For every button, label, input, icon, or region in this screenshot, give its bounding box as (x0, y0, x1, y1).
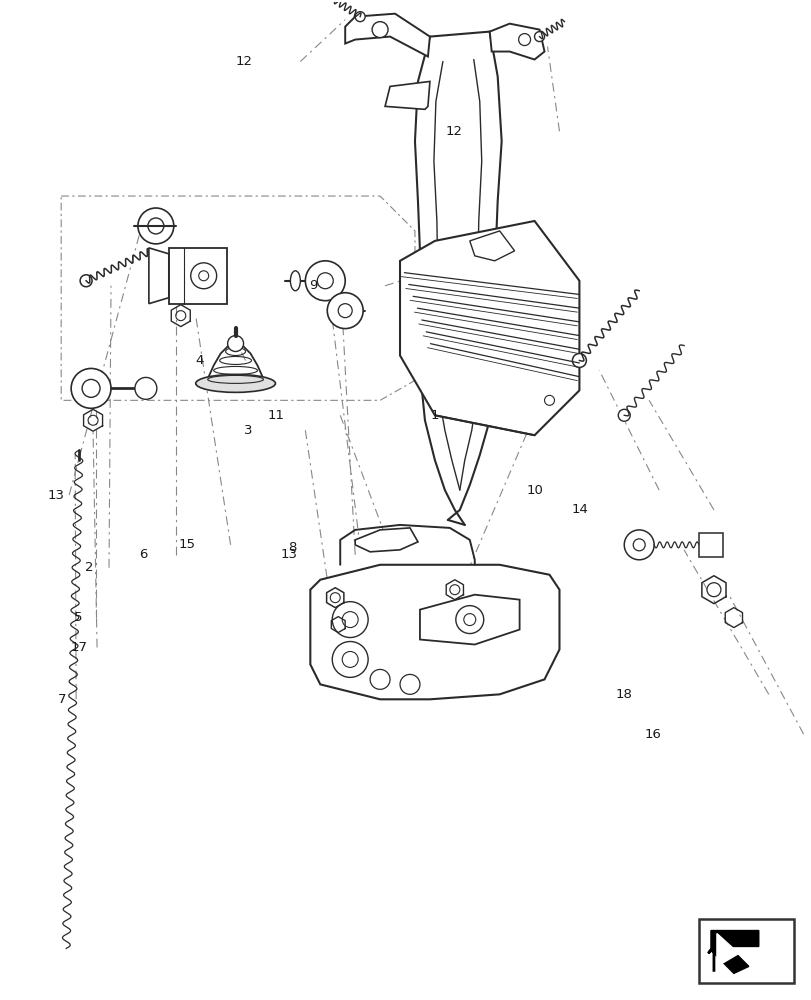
Circle shape (341, 612, 358, 628)
Circle shape (80, 275, 92, 287)
Circle shape (624, 530, 654, 560)
Text: 8: 8 (288, 541, 297, 554)
Text: 15: 15 (178, 538, 195, 551)
Ellipse shape (290, 271, 300, 291)
Polygon shape (310, 565, 559, 699)
Text: 6: 6 (139, 548, 147, 561)
Text: 5: 5 (74, 611, 83, 624)
Circle shape (317, 273, 333, 289)
Text: 14: 14 (571, 503, 588, 516)
Text: 12: 12 (235, 55, 252, 68)
Circle shape (332, 642, 367, 677)
Polygon shape (345, 14, 429, 57)
Circle shape (633, 539, 645, 551)
Ellipse shape (195, 374, 275, 392)
Text: 13: 13 (280, 548, 297, 561)
Polygon shape (470, 231, 514, 261)
Bar (698, 533, 722, 557)
Polygon shape (354, 528, 418, 552)
Circle shape (534, 32, 544, 42)
Text: 16: 16 (644, 728, 660, 741)
Circle shape (135, 377, 157, 399)
Circle shape (572, 354, 586, 367)
Circle shape (370, 669, 389, 689)
Text: 13: 13 (48, 489, 65, 502)
Circle shape (138, 208, 174, 244)
Text: 10: 10 (526, 484, 543, 497)
Bar (169, 248, 226, 304)
Polygon shape (419, 595, 519, 645)
Circle shape (463, 614, 475, 626)
Circle shape (199, 271, 208, 281)
Polygon shape (710, 931, 757, 973)
Polygon shape (400, 221, 579, 435)
Text: 4: 4 (195, 354, 204, 367)
Text: 18: 18 (616, 688, 632, 701)
Circle shape (544, 395, 554, 405)
Circle shape (227, 336, 243, 352)
Circle shape (148, 218, 164, 234)
Circle shape (71, 368, 111, 408)
Circle shape (455, 606, 483, 634)
Text: 7: 7 (58, 693, 67, 706)
Polygon shape (148, 248, 169, 304)
Circle shape (82, 379, 100, 397)
Circle shape (518, 34, 530, 46)
Circle shape (453, 251, 462, 261)
Circle shape (338, 304, 352, 318)
Circle shape (341, 651, 358, 667)
Text: 11: 11 (268, 409, 285, 422)
Circle shape (446, 326, 466, 346)
Bar (698, 919, 792, 983)
Circle shape (706, 583, 720, 597)
Text: 2: 2 (84, 561, 93, 574)
Circle shape (354, 12, 365, 22)
Text: 3: 3 (243, 424, 252, 437)
Polygon shape (384, 81, 429, 109)
Text: 1: 1 (430, 409, 438, 422)
Text: 9: 9 (308, 279, 317, 292)
Text: 17: 17 (71, 641, 88, 654)
Circle shape (617, 409, 629, 421)
Polygon shape (489, 24, 544, 60)
Circle shape (400, 674, 419, 694)
Polygon shape (716, 934, 738, 966)
Circle shape (191, 263, 217, 289)
Circle shape (305, 261, 345, 301)
Text: 12: 12 (445, 125, 462, 138)
Circle shape (371, 22, 388, 38)
Circle shape (332, 602, 367, 638)
Circle shape (327, 293, 363, 329)
